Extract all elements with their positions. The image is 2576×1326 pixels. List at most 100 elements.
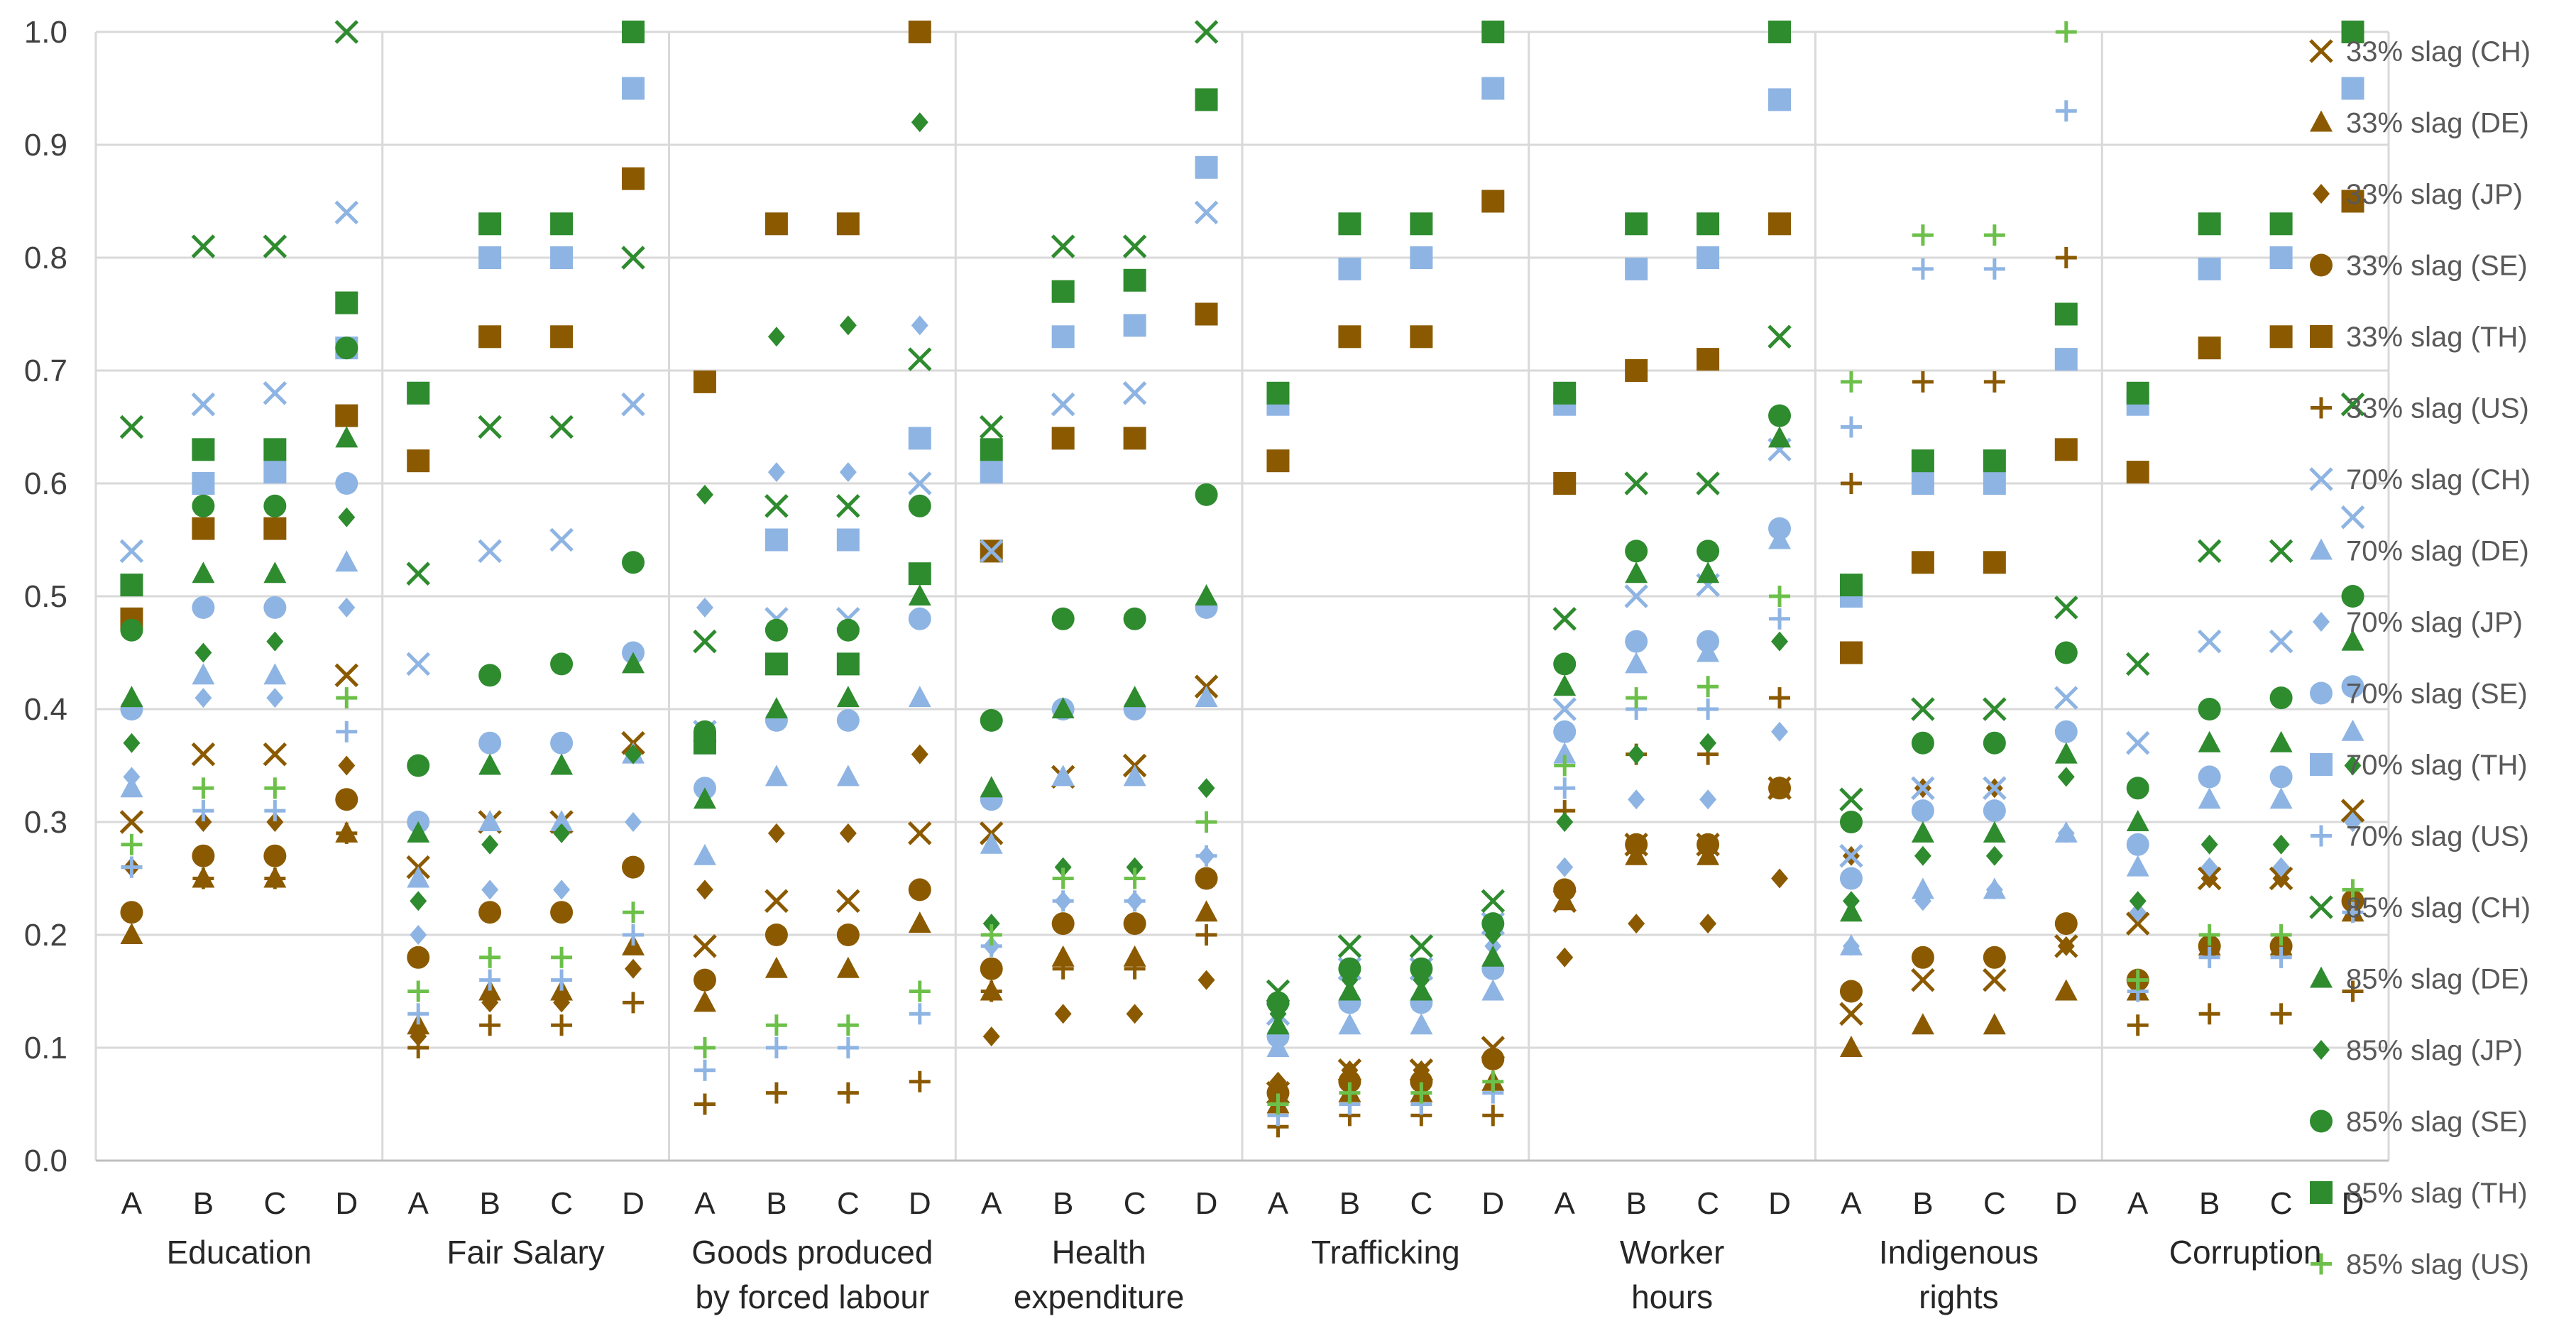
- data-point: [264, 800, 286, 822]
- data-point: [479, 969, 501, 991]
- data-point: [1626, 687, 1648, 709]
- data-point: [1911, 776, 1935, 801]
- data-point: [1914, 845, 1931, 866]
- legend-label: 70% slag (DE): [2346, 536, 2529, 567]
- x-tick-label: D: [335, 1186, 358, 1221]
- y-tick-label: 0.1: [24, 1031, 67, 1065]
- data-point: [1624, 584, 1648, 608]
- data-point: [1839, 811, 1863, 833]
- data-point: [1983, 258, 2005, 280]
- data-point: [1267, 1093, 1289, 1115]
- data-point: [1410, 212, 1433, 236]
- data-point: [1839, 787, 1863, 811]
- data-point: [410, 1026, 427, 1047]
- data-point: [1339, 1082, 1361, 1104]
- group-label: Health: [1052, 1234, 1146, 1271]
- x-tick-label: C: [1983, 1186, 2006, 1221]
- data-point: [2054, 302, 2078, 326]
- x-tick-label: C: [550, 1186, 573, 1221]
- data-point: [335, 336, 358, 360]
- data-point: [911, 112, 928, 133]
- data-point: [764, 956, 788, 978]
- data-point: [194, 642, 212, 663]
- data-point: [1771, 721, 1789, 742]
- data-point: [2270, 1003, 2292, 1025]
- legend-label: 70% slag (US): [2346, 821, 2529, 853]
- group-label: hours: [1631, 1278, 1713, 1315]
- data-point: [334, 663, 359, 688]
- data-point: [1124, 890, 1146, 912]
- x-tick-label: B: [1053, 1186, 1073, 1221]
- data-point: [1554, 755, 1576, 777]
- data-point: [980, 924, 1002, 946]
- data-point: [550, 901, 574, 924]
- data-point: [623, 924, 645, 946]
- data-point: [550, 212, 574, 236]
- data-point: [1195, 584, 1218, 606]
- data-point: [550, 652, 574, 676]
- data-point: [2269, 629, 2293, 654]
- data-point: [192, 517, 215, 540]
- data-point: [1195, 924, 1217, 946]
- data-point: [479, 946, 501, 968]
- data-point: [263, 234, 287, 258]
- data-point: [2197, 539, 2222, 564]
- data-point: [1771, 631, 1789, 652]
- data-point: [1195, 155, 1218, 179]
- data-point: [2126, 461, 2149, 484]
- data-point: [1338, 325, 1361, 349]
- group-label: Fair Salary: [446, 1234, 604, 1271]
- data-point: [120, 686, 143, 708]
- y-tick-label: 0.9: [24, 128, 67, 163]
- data-point: [119, 415, 144, 439]
- data-point: [2055, 100, 2077, 122]
- data-point: [407, 381, 430, 405]
- legend-marker: [2310, 325, 2333, 348]
- data-point: [839, 823, 857, 843]
- data-point: [2054, 686, 2078, 710]
- data-point: [478, 753, 502, 775]
- data-point: [194, 688, 212, 708]
- data-point: [980, 832, 1003, 854]
- data-point: [336, 687, 358, 709]
- data-point: [979, 539, 1004, 564]
- data-point: [2342, 879, 2364, 901]
- data-point: [1697, 833, 1720, 856]
- legend-marker: [2311, 1253, 2332, 1275]
- x-tick-label: A: [121, 1186, 143, 1221]
- data-point: [336, 720, 358, 743]
- data-point: [1697, 246, 1720, 269]
- data-point: [908, 821, 932, 845]
- data-point: [836, 212, 860, 236]
- data-point: [2125, 911, 2150, 936]
- data-point: [2344, 755, 2362, 776]
- legend-label: 33% slag (JP): [2346, 179, 2523, 210]
- data-points: [119, 20, 2365, 1138]
- data-point: [765, 1082, 787, 1104]
- data-point: [1481, 945, 1505, 967]
- data-point: [2126, 833, 2149, 856]
- data-point: [407, 980, 429, 1002]
- x-tick-label: C: [263, 1186, 286, 1221]
- legend-marker: [2313, 184, 2330, 204]
- data-point: [2270, 924, 2292, 946]
- data-point: [1699, 733, 1717, 753]
- data-point: [1195, 811, 1217, 833]
- legend-label: 85% slag (SE): [2346, 1107, 2528, 1138]
- data-point: [1983, 371, 2005, 393]
- data-point: [2270, 946, 2292, 968]
- data-point: [2057, 936, 2075, 956]
- data-point: [2200, 868, 2218, 889]
- data-point: [1839, 1002, 1863, 1026]
- data-point: [1481, 21, 1505, 43]
- data-point: [1126, 857, 1144, 877]
- data-point: [1985, 845, 2003, 866]
- x-tick-label: B: [2199, 1186, 2220, 1221]
- data-point: [1197, 970, 1215, 990]
- data-point: [1337, 934, 1362, 958]
- data-point: [192, 844, 215, 867]
- data-point: [2269, 730, 2293, 752]
- data-point: [551, 946, 573, 968]
- data-point: [191, 392, 216, 417]
